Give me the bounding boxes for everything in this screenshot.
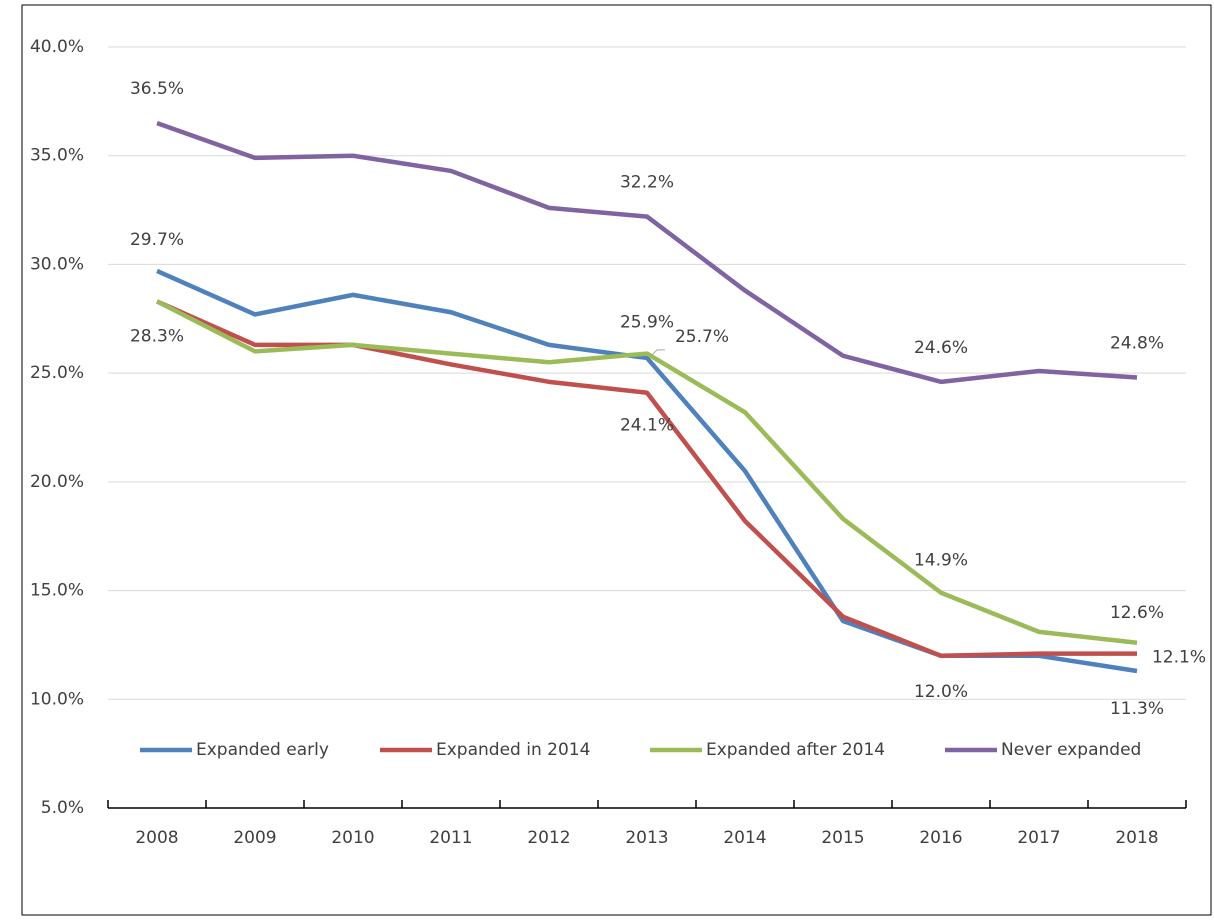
- data-label: 24.6%: [914, 338, 968, 358]
- x-tick-label: 2018: [1115, 828, 1158, 848]
- x-tick-label: 2017: [1017, 828, 1060, 848]
- legend-label: Never expanded: [1001, 740, 1141, 760]
- y-tick-label: 20.0%: [30, 472, 84, 492]
- data-label: 29.7%: [130, 230, 184, 250]
- y-tick-label: 25.0%: [30, 363, 84, 383]
- data-label: 12.1%: [1152, 648, 1206, 668]
- data-label: 32.2%: [620, 173, 674, 193]
- data-label: 12.6%: [1110, 603, 1164, 623]
- x-tick-label: 2009: [233, 828, 276, 848]
- data-label: 28.3%: [130, 326, 184, 346]
- y-tick-label: 5.0%: [41, 798, 84, 818]
- x-tick-label: 2014: [723, 828, 766, 848]
- y-tick-label: 30.0%: [30, 254, 84, 274]
- x-tick-label: 2011: [429, 828, 472, 848]
- x-tick-label: 2015: [821, 828, 864, 848]
- x-tick-label: 2008: [135, 828, 178, 848]
- y-tick-label: 10.0%: [30, 689, 84, 709]
- y-tick-label: 35.0%: [30, 146, 84, 166]
- data-label: 24.8%: [1110, 333, 1164, 353]
- series-line: [156, 120, 1138, 385]
- series-line: [155, 299, 1138, 645]
- data-label: 25.9%: [620, 313, 674, 333]
- y-tick-label: 15.0%: [30, 581, 84, 601]
- legend-label: Expanded after 2014: [706, 740, 885, 760]
- x-tick-label: 2016: [919, 828, 962, 848]
- x-tick-label: 2010: [331, 828, 374, 848]
- x-tick-label: 2012: [527, 828, 570, 848]
- chart-frame: [21, 4, 1212, 916]
- data-label: 25.7%: [675, 327, 729, 347]
- legend-label: Expanded early: [196, 740, 329, 760]
- data-label: 36.5%: [130, 79, 184, 99]
- legend-label: Expanded in 2014: [436, 740, 590, 760]
- data-label: 24.1%: [620, 416, 674, 436]
- data-label: 11.3%: [1110, 699, 1164, 719]
- y-tick-label: 40.0%: [30, 37, 84, 57]
- data-label: 14.9%: [914, 551, 968, 571]
- leader-line: [650, 349, 665, 357]
- x-tick-label: 2013: [625, 828, 668, 848]
- data-label: 12.0%: [914, 682, 968, 702]
